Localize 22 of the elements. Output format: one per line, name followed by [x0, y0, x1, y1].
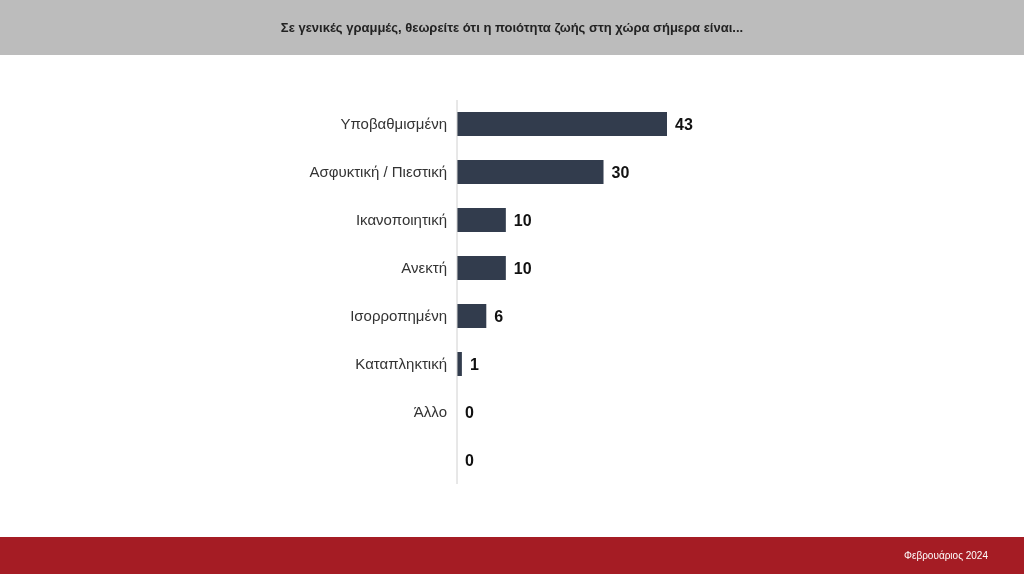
y-tick-label: Υποβαθμισμένη	[340, 115, 447, 133]
y-tick-label: Ασφυκτική / Πιεστική	[309, 163, 447, 181]
data-label: 0	[465, 403, 474, 421]
bar	[457, 256, 506, 280]
data-label: 10	[513, 211, 532, 229]
data-label: 10	[513, 259, 532, 277]
y-tick-label: Ανεκτή	[401, 259, 447, 277]
text: Φεβρουάριος 2024	[903, 550, 988, 561]
bar	[457, 208, 506, 232]
y-tick-label: Άλλο	[413, 403, 447, 421]
data-label: 43	[675, 115, 693, 133]
data-label: 30	[611, 163, 630, 181]
data-label: 1	[469, 355, 479, 373]
bar	[457, 304, 487, 328]
data-label: 6	[494, 307, 504, 325]
y-tick-label: Ισορροπημένη	[350, 307, 447, 325]
bar	[457, 160, 604, 184]
y-tick-label: Ικανοποιητική	[355, 211, 447, 229]
chart-title: Σε γενικές γραμμές, θεωρείτε ότι η ποιότητα ζωής στη χώρα σήμερα είναι...	[280, 20, 744, 35]
y-tick-label: Καταπληκτική	[355, 355, 447, 373]
bar	[457, 112, 667, 136]
data-label: 0	[465, 451, 474, 469]
